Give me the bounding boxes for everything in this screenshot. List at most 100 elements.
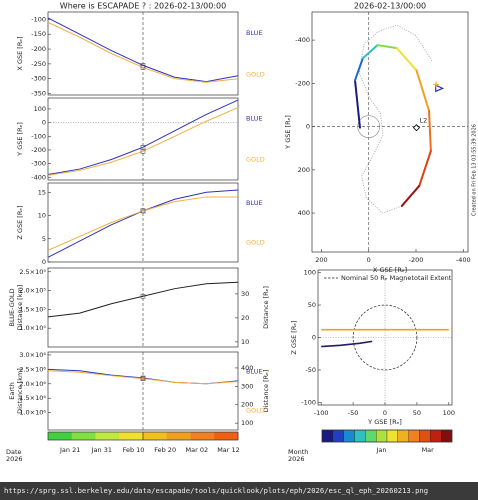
series-line <box>47 21 239 83</box>
colorbar-cell <box>365 429 377 443</box>
colorbar-cell <box>430 429 442 443</box>
y-tick-label: 3.0×10⁶ <box>19 351 46 359</box>
earth-region <box>357 115 381 138</box>
y-tick-label: 0 <box>42 119 46 127</box>
plot-frame <box>311 11 469 253</box>
spacecraft-marker <box>433 81 440 88</box>
legend-entry: BLUE <box>246 199 263 207</box>
series-line <box>47 99 239 176</box>
y-axis-label: BLUE-GOLD <box>8 289 16 327</box>
y-tick-label: 1.5×10⁶ <box>19 394 46 402</box>
cursor-point <box>140 65 146 70</box>
legend-entry: BLUE <box>246 29 263 37</box>
y-tick-label: -200 <box>31 45 46 53</box>
y-tick-label: -200 <box>295 79 310 87</box>
footer-bar <box>0 482 478 500</box>
y-axis-label: Y GSE [Rₑ] <box>284 115 292 150</box>
point-marker <box>412 124 421 132</box>
x-tick-label: -400 <box>456 256 471 264</box>
series-line <box>47 281 239 318</box>
y-tick-label: -100 <box>31 15 46 23</box>
trajectory-segment <box>400 184 421 207</box>
y2-tick-label: 20 <box>241 314 249 322</box>
y-tick-label: 0 <box>312 334 316 342</box>
colorbar-cell <box>386 429 398 443</box>
trajectory-segment <box>395 47 418 72</box>
y-tick-label: -300 <box>31 160 46 168</box>
y-tick-label: -350 <box>31 90 46 98</box>
x-tick-label: Mar 12 <box>217 446 240 454</box>
y2-tick-label: 300 <box>241 382 253 390</box>
y-tick-label: 2.5×10⁶ <box>19 365 46 373</box>
colorbar-cell <box>321 429 333 443</box>
y-axis-label: Earth <box>8 382 16 399</box>
colorbar-cell <box>419 429 431 443</box>
cursor-point <box>140 293 146 299</box>
y-tick-label: 5 <box>42 235 46 243</box>
colorbar-cell <box>441 429 453 443</box>
point-label: L2 <box>419 117 427 125</box>
trajectory-segment <box>428 109 432 152</box>
y2-tick-label: 100 <box>241 419 253 427</box>
colorbar-cell <box>408 429 420 443</box>
y-axis-label: Distance [km] <box>16 368 24 414</box>
trajectory-segment <box>376 44 398 50</box>
y-tick-label: 1.0×10⁶ <box>19 409 46 417</box>
colorbar-cell <box>71 432 96 440</box>
y-tick-label: 2.0×10⁶ <box>19 380 46 388</box>
y-tick-label: -100 <box>31 132 46 140</box>
y-tick-label: 0 <box>42 258 46 266</box>
trajectory-segment <box>354 57 364 82</box>
series-line <box>47 107 239 176</box>
predicted-path <box>358 24 433 214</box>
x-axis-label: Y GSE [Rₑ] <box>367 418 402 426</box>
cursor-point <box>140 208 146 214</box>
colorbar-cell <box>354 429 366 443</box>
x-tick-label: Jan 21 <box>59 446 80 454</box>
x-tick-label: Mar <box>422 446 435 454</box>
cursor-point <box>140 149 146 154</box>
trajectory-segment <box>354 79 361 129</box>
colorbar-cell <box>143 432 168 440</box>
y-axis-label: Z GSE [Rₑ] <box>16 205 24 239</box>
series-line <box>47 370 239 385</box>
y-tick-label: 15 <box>38 188 46 196</box>
y-tick-label: -50 <box>305 366 316 374</box>
legend-entry: GOLD <box>246 70 265 78</box>
y-tick-label: -300 <box>31 75 46 83</box>
y-tick-label: -400 <box>31 173 46 181</box>
y-tick-label: 200 <box>298 166 310 174</box>
y-tick-label: 50 <box>308 301 316 309</box>
y-tick-label: -150 <box>31 30 46 38</box>
x-tick-label: Mar 02 <box>186 446 209 454</box>
x-tick-label: 0 <box>383 409 387 417</box>
colorbar-cell <box>119 432 144 440</box>
x-axis-label: Month <box>288 448 308 456</box>
y-tick-label: -250 <box>31 60 46 68</box>
colorbar-cell <box>95 432 120 440</box>
legend-entry: BLUE <box>246 115 263 123</box>
x-tick-label: -50 <box>348 409 359 417</box>
legend-entry: BLUE <box>246 368 263 376</box>
colorbar-cell <box>48 432 73 440</box>
trajectory-segment <box>415 69 430 112</box>
legend-entry: GOLD <box>246 156 265 164</box>
x-tick-label: 200 <box>315 256 327 264</box>
y2-tick-label: 200 <box>241 401 253 409</box>
y-tick-label: -100 <box>301 398 316 406</box>
y-axis-label: Z GSE [Rₑ] <box>290 320 298 354</box>
x-tick-label: Feb 10 <box>123 446 145 454</box>
y-axis-label: Y GSE [Rₑ] <box>16 122 24 157</box>
x-tick-label: Jan <box>376 446 387 454</box>
colorbar-cell <box>332 429 344 443</box>
x-axis-label: 2026 <box>6 455 23 463</box>
note: Created on Fri Feb 13 03:55:39 2026 <box>472 124 478 216</box>
x-axis-label: 2026 <box>288 455 305 463</box>
footer-url: https://sprg.ssl.berkeley.edu/data/escap… <box>4 486 428 495</box>
y-tick-label: 1.0×10⁵ <box>19 324 46 332</box>
tail-extent <box>352 304 418 371</box>
y-tick-label: 100 <box>34 105 46 113</box>
legend-entry: GOLD <box>246 238 265 246</box>
